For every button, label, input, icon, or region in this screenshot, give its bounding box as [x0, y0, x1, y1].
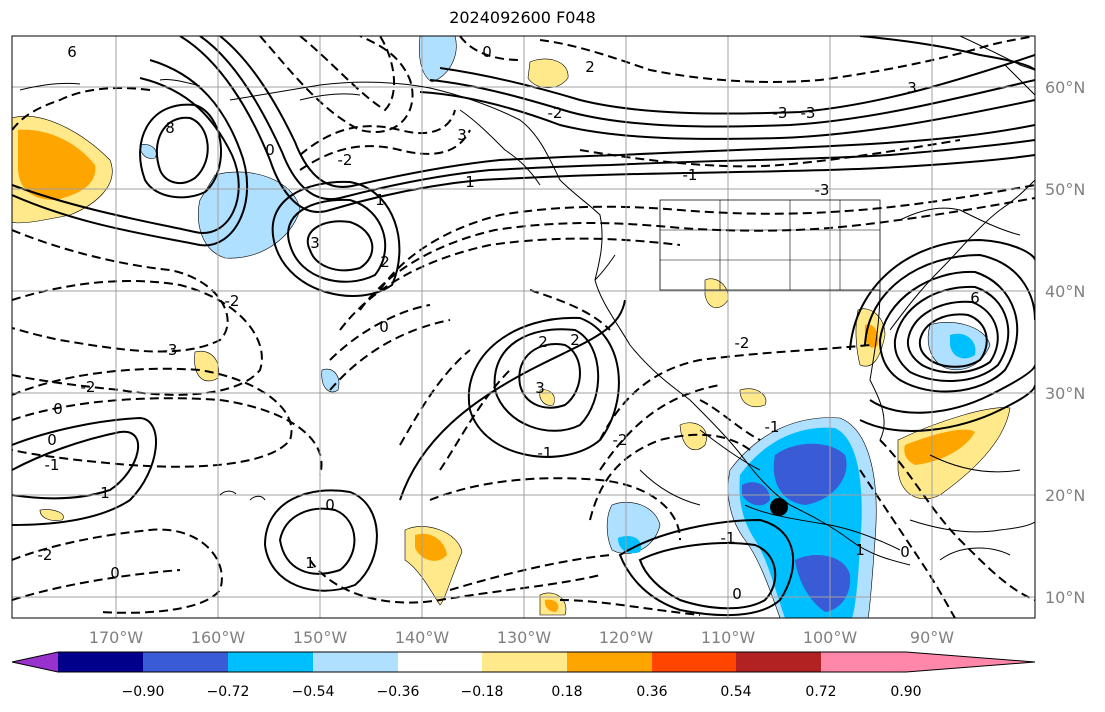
colorbar-bin [143, 652, 228, 672]
contour-label: 0 [732, 585, 742, 603]
colorbar-bin [313, 652, 398, 672]
lat-label: 50°N [1045, 180, 1085, 199]
contour-label: -1 [45, 456, 60, 474]
contour-label: 1 [375, 191, 385, 209]
colorbar-tick: 0.90 [890, 684, 921, 700]
contour-label: 8 [165, 119, 175, 137]
contour-label: -3 [815, 181, 830, 199]
lon-label: 120°W [599, 628, 654, 647]
contour-label: 3 [310, 234, 320, 252]
colorbar-tick: −0.36 [377, 684, 420, 700]
colorbar-bin [652, 652, 736, 672]
contours-solid [12, 36, 1035, 617]
contour-label: -1 [538, 444, 553, 462]
contour-label: -3 [801, 104, 816, 122]
colorbar: −0.90 −0.72 −0.54 −0.36 −0.18 0.18 0.36 … [11, 651, 1036, 700]
contour-label: 0 [379, 318, 389, 336]
contour-label: -2 [735, 334, 750, 352]
colorbar-bin [736, 652, 821, 672]
shaded-anomalies [12, 36, 1011, 618]
lat-label: 10°N [1045, 588, 1085, 607]
coastlines [19, 36, 1035, 566]
contour-label: 2 [380, 253, 390, 271]
contour-label: 0 [325, 496, 335, 514]
contour-label: 0 [482, 43, 492, 61]
colorbar-tick: 0.54 [720, 684, 751, 700]
contour-label: -3 [163, 341, 178, 359]
lat-label: 30°N [1045, 384, 1085, 403]
contour-label: -1 [765, 418, 780, 436]
contour-label: 1 [100, 484, 110, 502]
contour-label: 2 [570, 331, 580, 349]
colorbar-bin [821, 652, 906, 672]
contour-label: 1 [305, 554, 315, 572]
lat-label: 60°N [1045, 78, 1085, 97]
map-title: 2024092600 F048 [449, 8, 596, 27]
colorbar-bin [567, 652, 652, 672]
lat-label: 20°N [1045, 486, 1085, 505]
colorbar-bin [58, 652, 143, 672]
colorbar-tick: −0.54 [292, 684, 335, 700]
longitude-labels: 170°W 160°W 150°W 140°W 130°W 120°W 110°… [89, 628, 954, 647]
colorbar-tick: −0.18 [461, 684, 504, 700]
contours-dashed [12, 36, 1035, 618]
lon-label: 160°W [191, 628, 246, 647]
contour-label: 0 [110, 564, 120, 582]
colorbar-tick: −0.90 [122, 684, 165, 700]
lon-label: 140°W [395, 628, 450, 647]
contour-label: -2 [548, 104, 563, 122]
colorbar-extend-max [906, 652, 1035, 672]
latitude-labels: 60°N 50°N 40°N 30°N 20°N 10°N [1045, 78, 1085, 607]
colorbar-extend-min [12, 652, 58, 672]
lon-label: 100°W [803, 628, 858, 647]
lon-label: 110°W [701, 628, 756, 647]
lon-label: 170°W [89, 628, 144, 647]
contour-label: 1 [855, 541, 865, 559]
graticule [12, 36, 1035, 618]
contour-label: -3 [773, 104, 788, 122]
contour-label: 0 [265, 141, 275, 159]
contour-label: -1 [721, 529, 736, 547]
contour-label: 3 [907, 79, 917, 97]
contour-label: -2 [338, 151, 353, 169]
colorbar-tick: 0.72 [805, 684, 836, 700]
colorbar-bin [482, 652, 567, 672]
storm-center-marker [770, 498, 788, 516]
contour-label: 0 [47, 431, 57, 449]
contour-label: 6 [67, 43, 77, 61]
lon-label: 150°W [293, 628, 348, 647]
lon-label: 90°W [910, 628, 954, 647]
contour-label: 6 [970, 289, 980, 307]
contour-label: 2 [585, 58, 595, 76]
contour-label: 2 [538, 333, 548, 351]
storm-track [744, 504, 901, 551]
contour-label: -2 [225, 292, 240, 310]
lon-label: 130°W [497, 628, 552, 647]
contour-label: 3 [535, 379, 545, 397]
contour-label: -1 [683, 166, 698, 184]
contour-label: 0 [900, 543, 910, 561]
contour-label: 0 [53, 400, 63, 418]
contour-label: 3 [457, 126, 467, 144]
colorbar-tick: 0.18 [551, 684, 582, 700]
contour-label: 1 [465, 173, 475, 191]
contour-label: -2 [81, 378, 96, 396]
contour-labels: 6 0 2 -2 8 0 3 -2 1 3 2 -3 -1 1 0 2 -2 -… [38, 43, 980, 603]
colorbar-tick: 0.36 [636, 684, 667, 700]
colorbar-tick: −0.72 [207, 684, 250, 700]
colorbar-bin [228, 652, 313, 672]
contour-label: -2 [613, 431, 628, 449]
contour-label: -2 [38, 546, 53, 564]
lat-label: 40°N [1045, 282, 1085, 301]
map-frame [11, 35, 1036, 619]
colorbar-bin [398, 652, 482, 672]
